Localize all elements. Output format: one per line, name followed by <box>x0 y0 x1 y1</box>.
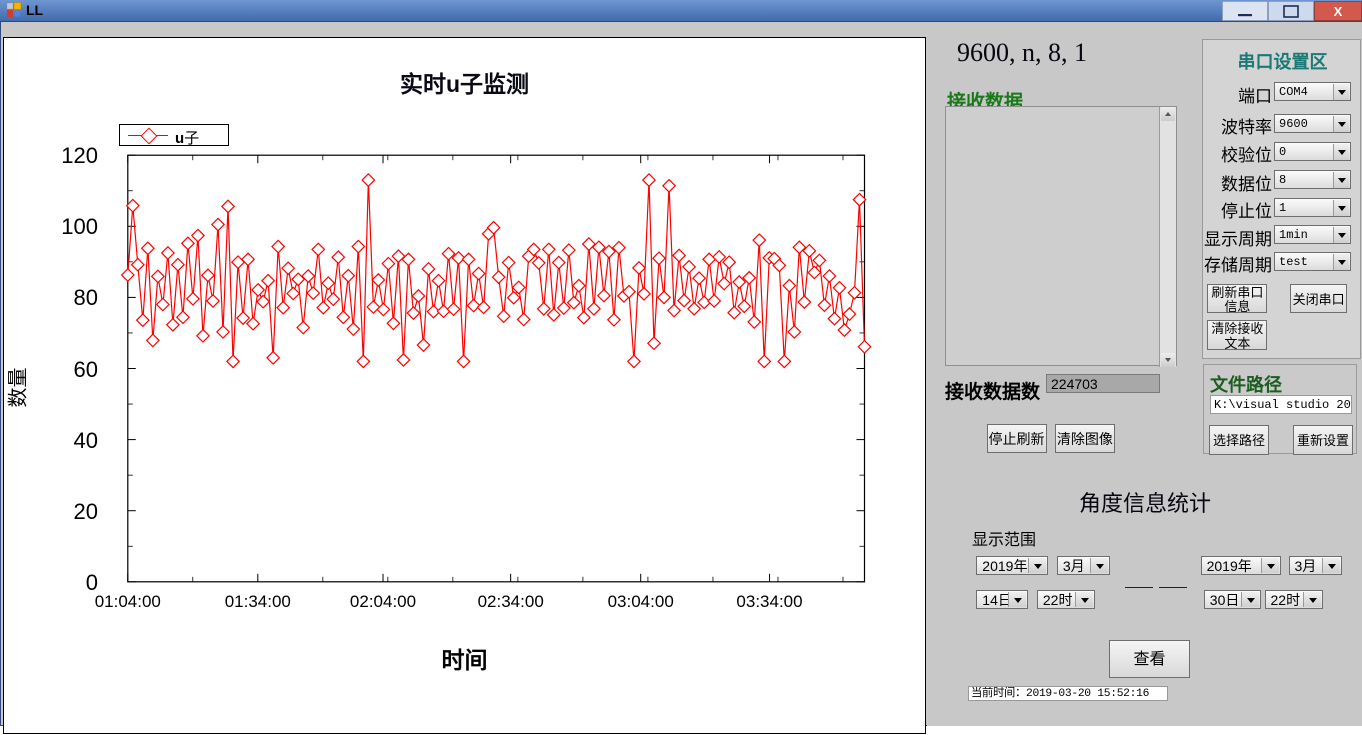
svg-text:X: X <box>1334 4 1343 19</box>
